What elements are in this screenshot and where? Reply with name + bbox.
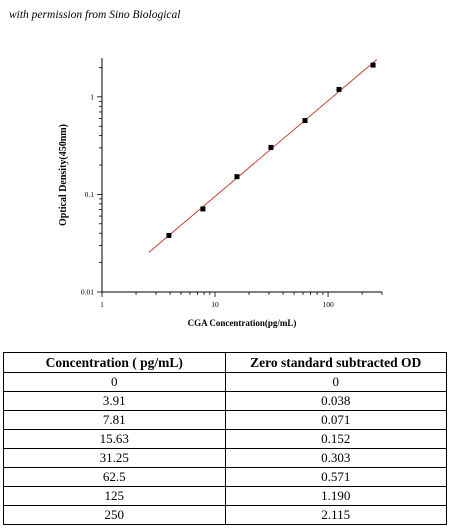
- od-cell: 2.115: [224, 505, 447, 525]
- y-tick-label: 0.1: [85, 190, 95, 199]
- table-row: 3.91 0.038: [3, 391, 447, 411]
- concentration-cell: 31.25: [3, 448, 226, 468]
- od-cell: 0.071: [224, 410, 447, 430]
- y-tick-label: 0.01: [81, 288, 94, 297]
- x-tick-label: 1: [100, 300, 104, 309]
- table-row: 31.25 0.303: [3, 448, 447, 468]
- concentration-cell: 125: [3, 486, 226, 506]
- od-cell: 1.190: [224, 486, 447, 506]
- concentration-cell: 0: [3, 372, 226, 392]
- data-point: [302, 118, 308, 124]
- data-point: [200, 206, 206, 212]
- y-tick-label: 1: [90, 92, 94, 101]
- table-row: 7.81 0.071: [3, 410, 447, 430]
- table-row: 15.63 0.152: [3, 429, 447, 449]
- table-row: 0 0: [3, 372, 447, 392]
- concentration-cell: 250: [3, 505, 226, 525]
- table-row: 125 1.190: [3, 486, 447, 506]
- concentration-cell: 15.63: [3, 429, 226, 449]
- data-table: Concentration ( pg/mL) Zero standard sub…: [3, 352, 447, 525]
- data-point: [268, 144, 274, 150]
- concentration-cell: 7.81: [3, 410, 226, 430]
- column-header-concentration: Concentration ( pg/mL): [3, 352, 226, 373]
- data-point: [370, 62, 376, 68]
- fit-line: [148, 59, 378, 253]
- od-cell: 0.038: [224, 391, 447, 411]
- data-point: [234, 174, 240, 180]
- standard-curve-chart: 1 10 100 0.01 0.1 1 CGA Concentration(pg/mL) Op…: [58, 58, 383, 328]
- data-point: [166, 232, 172, 238]
- column-header-od: Zero standard subtracted OD: [224, 352, 447, 373]
- concentration-cell: 3.91: [3, 391, 226, 411]
- concentration-cell: 62.5: [3, 467, 226, 487]
- od-cell: 0: [224, 372, 447, 392]
- table-row: 62.5 0.571: [3, 467, 447, 487]
- x-axis-label: CGA Concentration(pg/mL): [188, 318, 297, 328]
- od-cell: 0.571: [224, 467, 447, 487]
- table-row: 250 2.115: [3, 505, 447, 525]
- od-cell: 0.303: [224, 448, 447, 468]
- data-point: [336, 86, 342, 92]
- x-tick-label: 10: [211, 300, 219, 309]
- od-cell: 0.152: [224, 429, 447, 449]
- table-header-row: Concentration ( pg/mL) Zero standard sub…: [3, 352, 447, 373]
- y-axis-label: Optical Density(450nm): [58, 124, 69, 226]
- credit-text: with permission from Sino Biological: [9, 9, 181, 21]
- x-tick-label: 100: [322, 300, 334, 309]
